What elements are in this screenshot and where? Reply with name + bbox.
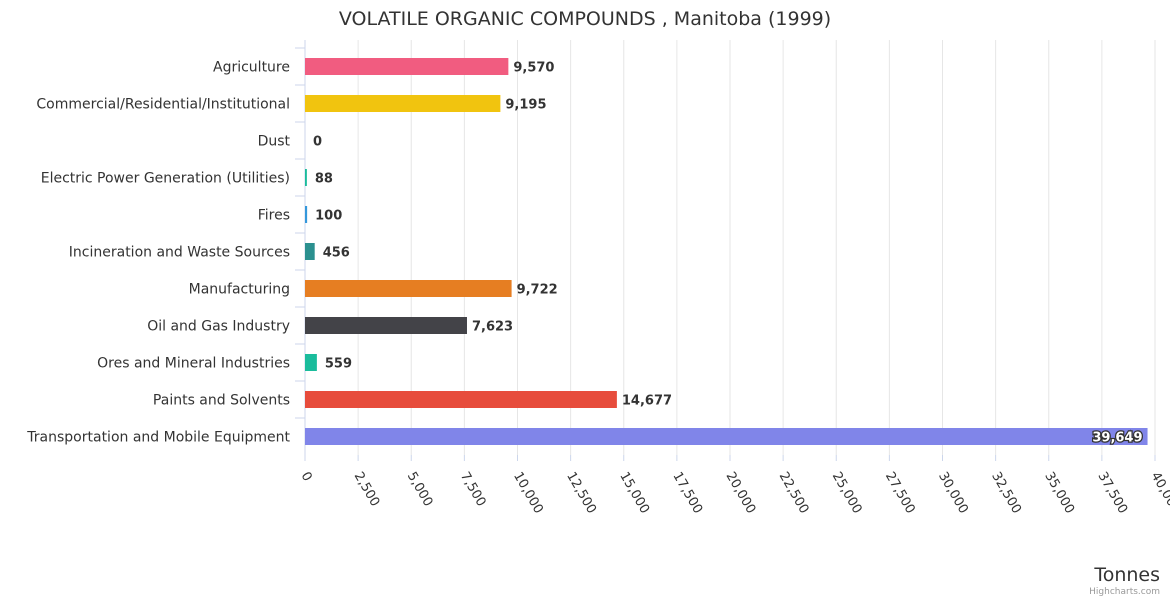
- category-label: Electric Power Generation (Utilities): [41, 171, 290, 187]
- x-tick-label: 25,000: [829, 470, 865, 517]
- chart-title: VOLATILE ORGANIC COMPOUNDS , Manitoba (1…: [339, 8, 831, 30]
- bar: [305, 280, 512, 297]
- x-tick-label: 40,000: [1148, 470, 1170, 517]
- bar: [305, 206, 308, 223]
- x-tick-label: 7,500: [457, 470, 489, 510]
- category-label: Incineration and Waste Sources: [69, 245, 290, 261]
- data-label: 9,570: [513, 61, 554, 76]
- x-axis-ticks: 0 2,500 5,000 7,500 10,000 12,500 15,000 17,500…: [298, 455, 1170, 516]
- x-tick-label: 27,500: [882, 470, 918, 517]
- category-label: Ores and Mineral Industries: [97, 356, 290, 372]
- data-labels: 9,570 9,195 0 88 100 456 9,722 7,623 559 14,677 39…: [313, 61, 1144, 447]
- x-tick-label: 32,500: [988, 470, 1024, 517]
- bar: [305, 169, 307, 186]
- x-tick-label: 5,000: [404, 470, 436, 510]
- x-tick-label: 12,500: [563, 470, 599, 517]
- data-label: 9,195: [505, 98, 546, 113]
- category-label: Transportation and Mobile Equipment: [26, 430, 290, 446]
- credits: Highcharts.com: [1089, 587, 1160, 597]
- data-label: 9,722: [517, 283, 558, 298]
- bar: [305, 95, 501, 112]
- bar: [305, 391, 617, 408]
- data-label: 0: [313, 135, 322, 150]
- data-label: 456: [323, 246, 350, 261]
- bar: [305, 243, 315, 260]
- data-label: 39,649: [1092, 431, 1142, 446]
- category-label: Commercial/Residential/Institutional: [36, 97, 290, 113]
- category-label: Oil and Gas Industry: [147, 319, 290, 335]
- bar: [305, 58, 509, 75]
- x-tick-label: 0: [298, 470, 315, 485]
- category-label: Paints and Solvents: [153, 393, 290, 409]
- data-label: 7,623: [472, 320, 513, 335]
- category-label: Manufacturing: [189, 282, 290, 298]
- x-tick-label: 22,500: [776, 470, 812, 517]
- bar: [305, 354, 317, 371]
- data-label: 14,677: [622, 394, 672, 409]
- category-label: Agriculture: [213, 60, 290, 76]
- x-tick-label: 37,500: [1094, 470, 1130, 517]
- data-label: 100: [315, 209, 342, 224]
- bars: [305, 58, 1148, 445]
- bar: [305, 428, 1148, 445]
- x-tick-label: 15,000: [616, 470, 652, 517]
- x-tick-label: 10,000: [510, 470, 546, 517]
- x-tick-label: 20,000: [723, 470, 759, 517]
- x-tick-label: 30,000: [935, 470, 971, 517]
- x-axis-title: Tonnes: [1093, 564, 1160, 586]
- x-tick-label: 17,500: [669, 470, 705, 517]
- category-labels: Agriculture Commercial/Residential/Instit…: [26, 60, 290, 446]
- data-label: 88: [315, 172, 333, 187]
- category-label: Dust: [258, 134, 291, 150]
- x-tick-label: 2,500: [351, 470, 383, 510]
- category-label: Fires: [258, 208, 290, 224]
- bar: [305, 317, 467, 334]
- data-label: 559: [325, 357, 352, 372]
- x-tick-label: 35,000: [1041, 470, 1077, 517]
